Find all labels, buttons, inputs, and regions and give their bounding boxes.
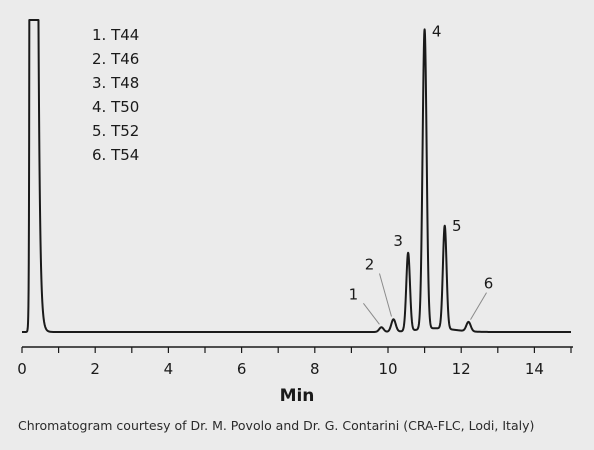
x-tick-label: 14 <box>525 360 544 378</box>
x-axis: 0 2 4 6 8 10 12 14 <box>17 346 573 378</box>
peak-labels: 123 4 5 6 <box>349 22 494 325</box>
peak-label-6: 6 <box>484 275 494 293</box>
x-tick-label: 2 <box>90 360 100 378</box>
x-axis-label: Min <box>280 386 315 406</box>
legend-entry-6: 6. T54 <box>92 146 139 164</box>
legend-entry-4: 4. T50 <box>92 98 139 116</box>
x-tick-label: 4 <box>164 360 174 378</box>
legend-entry-5: 5. T52 <box>92 122 139 140</box>
peak-label-5: 5 <box>452 217 462 235</box>
legend-entry-2: 2. T46 <box>92 50 139 68</box>
peak-label-3: 3 <box>393 232 403 250</box>
peak-label-1: 1 <box>349 285 359 303</box>
peak-label-4: 4 <box>432 22 442 40</box>
x-tick-label: 0 <box>17 360 27 378</box>
x-tick-label: 10 <box>378 360 397 378</box>
peak-label-2: 2 <box>365 256 375 274</box>
x-tick-label: 6 <box>237 360 247 378</box>
chromatogram-trace <box>21 19 572 333</box>
peak-leader-line <box>470 292 487 320</box>
legend: 1. T44 2. T46 3. T48 4. T50 5. T52 6. T54 <box>92 26 139 164</box>
x-tick-label: 12 <box>452 360 471 378</box>
legend-entry-3: 3. T48 <box>92 74 139 92</box>
x-tick-label: 8 <box>310 360 320 378</box>
legend-entry-1: 1. T44 <box>92 26 139 44</box>
peak-leader-line <box>363 303 380 325</box>
peak-leader-line <box>379 273 392 317</box>
figure-caption: Chromatogram courtesy of Dr. M. Povolo a… <box>18 418 535 433</box>
